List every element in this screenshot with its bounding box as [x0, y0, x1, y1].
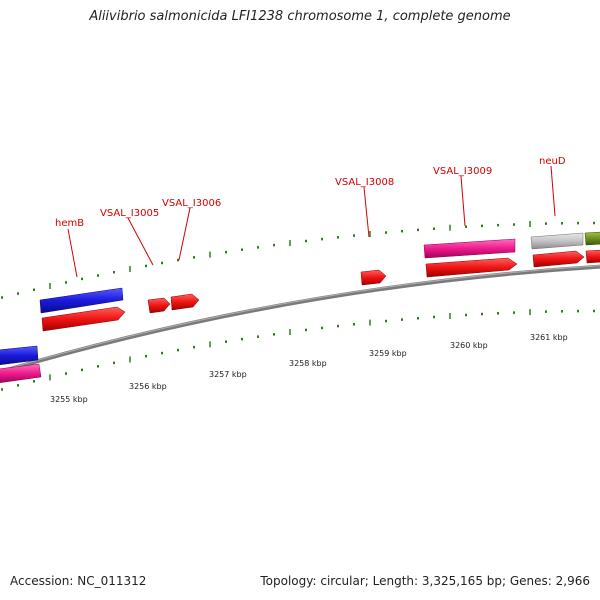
gene-olive-edge[interactable]	[584, 231, 600, 246]
genome-backbone	[0, 264, 600, 375]
upper-tick-row	[1, 221, 595, 299]
gene-features	[0, 231, 600, 383]
gene-pink-edge[interactable]	[0, 363, 42, 383]
gene-vsal-i3005[interactable]	[147, 297, 171, 314]
vsal-i3009-leader	[460, 175, 466, 227]
gene-label-hemb: hemB	[55, 218, 84, 229]
gene-arrow-red-4[interactable]	[585, 249, 600, 264]
gene-arrow-red-3[interactable]	[532, 250, 585, 268]
vsal-i3005-leader	[127, 217, 154, 266]
scale-label-3255: 3255 kbp	[50, 395, 88, 404]
gene-label-neud: neuD	[539, 156, 566, 167]
gene-arrow-red-2[interactable]	[425, 257, 518, 278]
gene-label-vsal-i3006: VSAL_I3006	[162, 198, 221, 209]
scale-label-3256: 3256 kbp	[129, 382, 167, 391]
gene-label-vsal-i3008: VSAL_I3008	[335, 177, 394, 188]
scale-label-3260: 3260 kbp	[450, 341, 488, 350]
vsal-i3008-leader	[363, 186, 370, 238]
gene-vsal-i3006[interactable]	[170, 293, 200, 311]
scale-label-3259: 3259 kbp	[369, 349, 407, 358]
vsal-i3006-leader	[178, 207, 191, 261]
scale-label-3258: 3258 kbp	[289, 359, 327, 368]
gene-hemb[interactable]	[39, 287, 124, 314]
gene-blue-edge[interactable]	[0, 345, 39, 366]
genome-backbone-highlight	[0, 265, 600, 372]
scale-label-3257: 3257 kbp	[209, 370, 247, 379]
genome-summary-text: Topology: circular; Length: 3,325,165 bp…	[260, 574, 590, 588]
gene-label-vsal-i3009: VSAL_I3009	[433, 166, 492, 177]
gene-arrow-red-1[interactable]	[41, 306, 126, 332]
gene-vsal-i3009[interactable]	[423, 238, 516, 259]
neud-leader	[550, 165, 556, 217]
accession-text: Accession: NC_011312	[10, 574, 147, 588]
map-title: Aliivibrio salmonicida LFI1238 chromosom…	[89, 9, 511, 24]
hemb-leader	[67, 228, 78, 278]
scale-label-3261: 3261 kbp	[530, 333, 568, 342]
gene-vsal-i3008[interactable]	[360, 269, 387, 286]
gene-label-vsal-i3005: VSAL_I3005	[100, 208, 159, 219]
gene-neud[interactable]	[530, 232, 584, 250]
label-leaders	[67, 165, 556, 278]
lower-tick-row	[1, 309, 595, 391]
